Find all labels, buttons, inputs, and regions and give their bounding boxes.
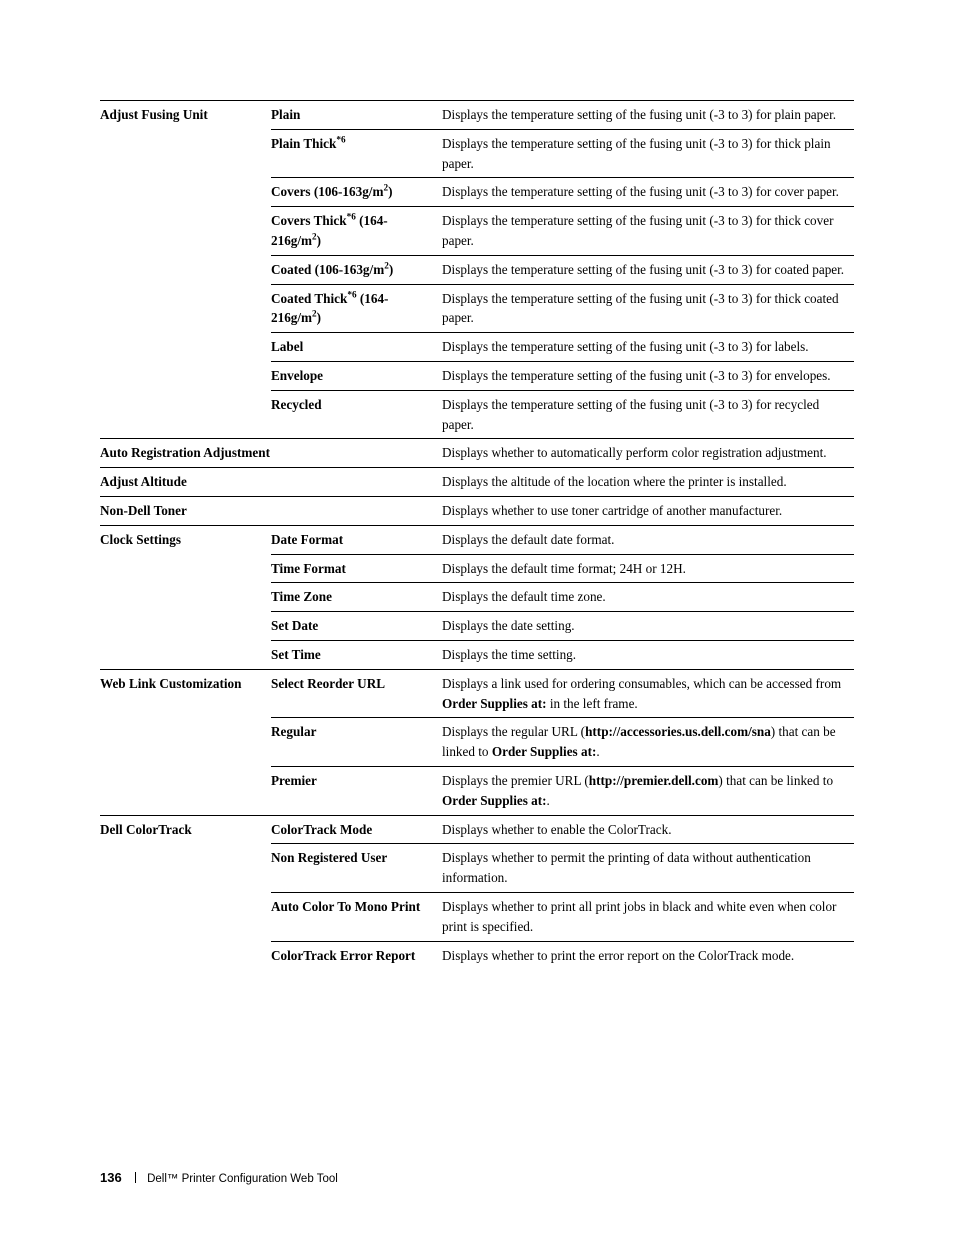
table-row: EnvelopeDisplays the temperature setting… (100, 361, 854, 390)
table-row: Web Link CustomizationSelect Reorder URL… (100, 669, 854, 718)
row-item: ColorTrack Mode (271, 815, 442, 844)
row-category: Clock Settings (100, 525, 271, 554)
page-footer: 136 Dell™ Printer Configuration Web Tool (100, 1170, 338, 1185)
row-description: Displays the temperature setting of the … (442, 284, 854, 333)
row-description: Displays the temperature setting of the … (442, 101, 854, 130)
row-description: Displays the temperature setting of the … (442, 361, 854, 390)
table-row: Set DateDisplays the date setting. (100, 612, 854, 641)
row-item: Label (271, 333, 442, 362)
table-row: Auto Color To Mono PrintDisplays whether… (100, 892, 854, 941)
row-category (100, 207, 271, 256)
table-row: Set TimeDisplays the time setting. (100, 640, 854, 669)
row-description: Displays whether to enable the ColorTrac… (442, 815, 854, 844)
footer-separator (135, 1172, 136, 1183)
table-row: Adjust Fusing UnitPlainDisplays the temp… (100, 101, 854, 130)
row-category: Non-Dell Toner (100, 496, 442, 525)
row-category (100, 844, 271, 893)
row-item: Auto Color To Mono Print (271, 892, 442, 941)
row-description: Displays the premier URL (http://premier… (442, 766, 854, 815)
row-description: Displays the temperature setting of the … (442, 129, 854, 178)
row-item: Non Registered User (271, 844, 442, 893)
row-item: Premier (271, 766, 442, 815)
row-category (100, 583, 271, 612)
row-description: Displays whether to permit the printing … (442, 844, 854, 893)
table-row: Adjust AltitudeDisplays the altitude of … (100, 468, 854, 497)
row-category (100, 640, 271, 669)
row-category: Adjust Altitude (100, 468, 442, 497)
row-item: Recycled (271, 390, 442, 439)
row-description: Displays whether to use toner cartridge … (442, 496, 854, 525)
row-category: Dell ColorTrack (100, 815, 271, 844)
row-category (100, 718, 271, 767)
table-row: Plain Thick*6Displays the temperature se… (100, 129, 854, 178)
row-description: Displays the regular URL (http://accesso… (442, 718, 854, 767)
row-description: Displays the temperature setting of the … (442, 333, 854, 362)
table-row: Clock SettingsDate FormatDisplays the de… (100, 525, 854, 554)
row-description: Displays the default time format; 24H or… (442, 554, 854, 583)
row-item: Envelope (271, 361, 442, 390)
row-description: Displays the temperature setting of the … (442, 178, 854, 207)
row-description: Displays the time setting. (442, 640, 854, 669)
settings-table: Adjust Fusing UnitPlainDisplays the temp… (100, 100, 854, 969)
row-description: Displays the date setting. (442, 612, 854, 641)
row-item: Set Date (271, 612, 442, 641)
table-row: Time FormatDisplays the default time for… (100, 554, 854, 583)
row-description: Displays whether to automatically perfor… (442, 439, 854, 468)
row-category (100, 333, 271, 362)
table-row: PremierDisplays the premier URL (http://… (100, 766, 854, 815)
row-item: Plain (271, 101, 442, 130)
row-item: ColorTrack Error Report (271, 941, 442, 969)
row-description: Displays the temperature setting of the … (442, 207, 854, 256)
row-category (100, 766, 271, 815)
document-page: Adjust Fusing UnitPlainDisplays the temp… (0, 0, 954, 1235)
table-row: Covers Thick*6 (164-216g/m2)Displays the… (100, 207, 854, 256)
row-item: Date Format (271, 525, 442, 554)
row-category (100, 361, 271, 390)
row-item: Set Time (271, 640, 442, 669)
table-row: Non-Dell TonerDisplays whether to use to… (100, 496, 854, 525)
table-row: Covers (106-163g/m2)Displays the tempera… (100, 178, 854, 207)
table-row: LabelDisplays the temperature setting of… (100, 333, 854, 362)
table-row: Dell ColorTrackColorTrack ModeDisplays w… (100, 815, 854, 844)
table-row: Auto Registration AdjustmentDisplays whe… (100, 439, 854, 468)
row-description: Displays the temperature setting of the … (442, 255, 854, 284)
row-category (100, 390, 271, 439)
footer-section: Dell™ Printer Configuration Web Tool (147, 1173, 338, 1185)
row-item: Time Format (271, 554, 442, 583)
table-row: RegularDisplays the regular URL (http://… (100, 718, 854, 767)
row-description: Displays the temperature setting of the … (442, 390, 854, 439)
row-category: Auto Registration Adjustment (100, 439, 442, 468)
table-row: Coated Thick*6 (164-216g/m2)Displays the… (100, 284, 854, 333)
row-description: Displays the altitude of the location wh… (442, 468, 854, 497)
row-item: Coated Thick*6 (164-216g/m2) (271, 284, 442, 333)
row-category (100, 178, 271, 207)
table-row: Coated (106-163g/m2)Displays the tempera… (100, 255, 854, 284)
row-category (100, 554, 271, 583)
row-description: Displays the default time zone. (442, 583, 854, 612)
row-category: Adjust Fusing Unit (100, 101, 271, 130)
row-description: Displays whether to print the error repo… (442, 941, 854, 969)
row-item: Covers (106-163g/m2) (271, 178, 442, 207)
row-item: Coated (106-163g/m2) (271, 255, 442, 284)
row-item: Select Reorder URL (271, 669, 442, 718)
row-category: Web Link Customization (100, 669, 271, 718)
row-item: Regular (271, 718, 442, 767)
row-description: Displays the default date format. (442, 525, 854, 554)
row-item: Time Zone (271, 583, 442, 612)
table-row: Time ZoneDisplays the default time zone. (100, 583, 854, 612)
row-category (100, 129, 271, 178)
row-description: Displays a link used for ordering consum… (442, 669, 854, 718)
row-category (100, 892, 271, 941)
table-row: Non Registered UserDisplays whether to p… (100, 844, 854, 893)
row-description: Displays whether to print all print jobs… (442, 892, 854, 941)
page-number: 136 (100, 1170, 122, 1185)
table-row: RecycledDisplays the temperature setting… (100, 390, 854, 439)
table-row: ColorTrack Error ReportDisplays whether … (100, 941, 854, 969)
row-category (100, 284, 271, 333)
row-item: Plain Thick*6 (271, 129, 442, 178)
row-category (100, 941, 271, 969)
row-category (100, 255, 271, 284)
row-category (100, 612, 271, 641)
row-item: Covers Thick*6 (164-216g/m2) (271, 207, 442, 256)
